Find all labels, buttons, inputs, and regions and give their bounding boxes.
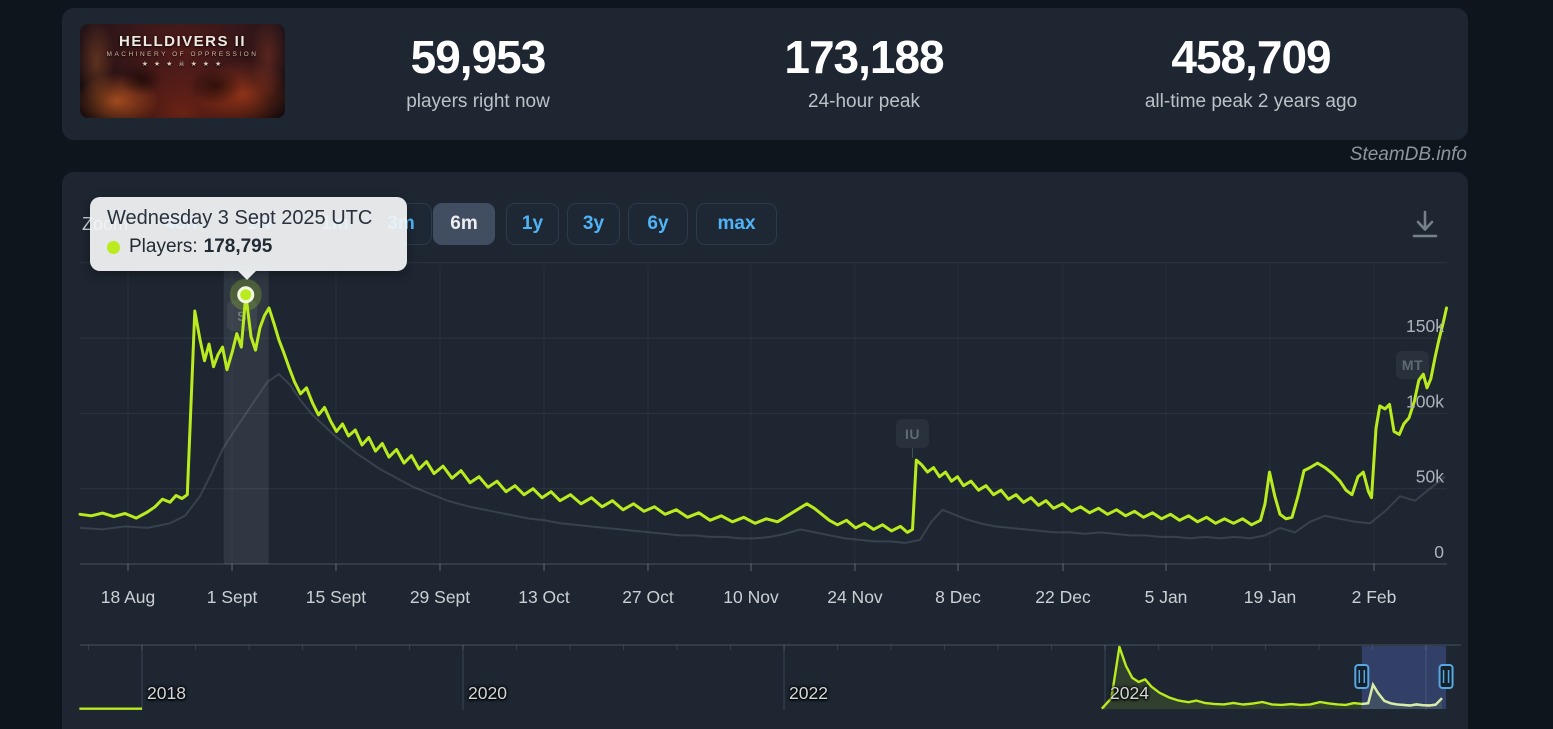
zoom-button-6m[interactable]: 6m — [433, 203, 495, 245]
banner-title: HELLDIVERS II — [118, 33, 246, 50]
banner-artwork — [80, 24, 285, 118]
steamdb-watermark: SteamDB.info — [1349, 144, 1467, 165]
stat-24h-peak: 173,188 24-hour peak — [654, 32, 1074, 113]
stat-label: 24-hour peak — [808, 90, 920, 112]
download-button[interactable] — [1406, 206, 1444, 246]
stat-label: all-time peak 2 years ago — [1144, 90, 1358, 112]
tooltip-players-label: Players: — [129, 236, 198, 257]
game-banner[interactable]: HELLDIVERS II MACHINERY OF OPPRESSION ★ … — [80, 24, 285, 118]
flag-badge-s[interactable]: S — [227, 300, 257, 331]
tooltip-series-dot — [107, 240, 120, 254]
zoom-button-6y[interactable]: 6y — [628, 203, 688, 245]
zoom-button-3y[interactable]: 3y — [567, 203, 620, 245]
tooltip-date: Wednesday 3 Sept 2025 UTC — [107, 207, 373, 229]
download-icon — [1412, 210, 1438, 238]
stat-value: 458,709 — [1171, 31, 1331, 83]
zoom-button-1y[interactable]: 1y — [506, 203, 559, 245]
stats-panel: HELLDIVERS II MACHINERY OF OPPRESSION ★ … — [62, 8, 1468, 140]
banner-subtitle: MACHINERY OF OPPRESSION — [106, 51, 259, 58]
stat-players-now: 59,953 players right now — [268, 32, 688, 113]
stat-alltime-peak: 458,709 all-time peak 2 years ago — [1041, 32, 1461, 113]
zoom-button-max[interactable]: max — [696, 203, 777, 245]
stat-label: players right now — [406, 90, 550, 112]
chart-tooltip: Wednesday 3 Sept 2025 UTC Players: 178,7… — [90, 197, 407, 280]
tooltip-players-value: 178,795 — [203, 236, 273, 257]
flag-badge-iu[interactable]: IU — [896, 419, 929, 458]
banner-stars-decoration: ★ ★ ★ ☠ ★ ★ ★ — [141, 61, 224, 68]
stat-value: 59,953 — [410, 31, 547, 83]
stat-value: 173,188 — [784, 31, 944, 83]
chart-panel: Zoom 48h 1w 1m 3m 6m 1y 3y 6y max S IU M… — [62, 172, 1468, 729]
flag-badge-mt[interactable]: MT — [1396, 351, 1429, 379]
